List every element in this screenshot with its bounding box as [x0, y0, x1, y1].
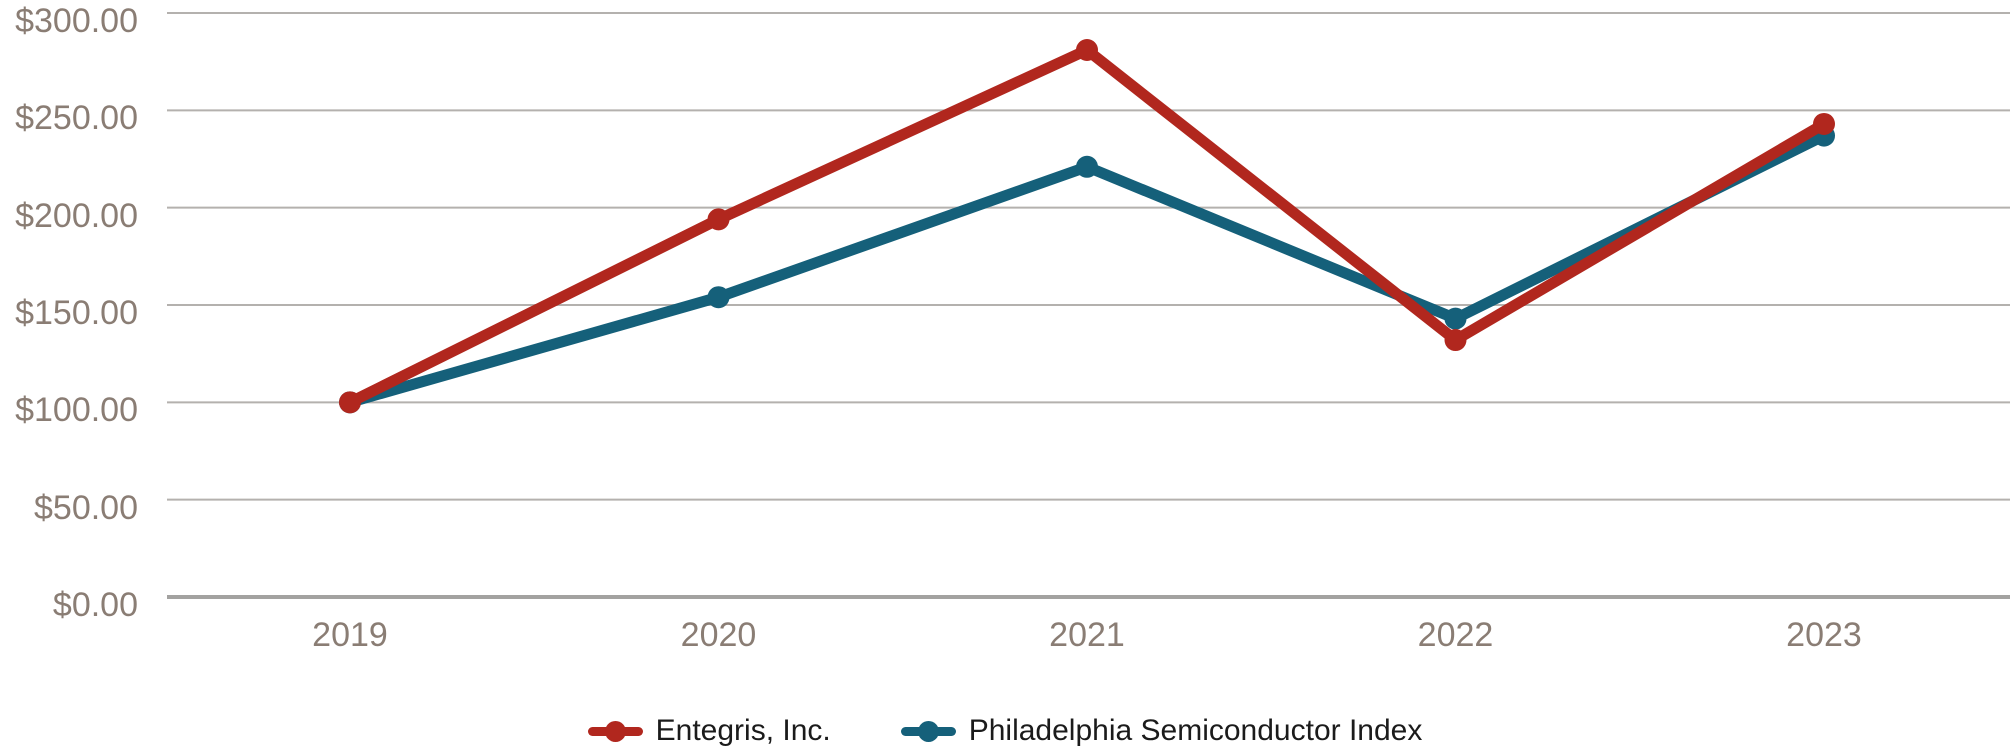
y-axis-tick-label: $200.00: [15, 196, 138, 235]
line-with-dot-marker-icon: [900, 719, 956, 743]
y-axis-tick-label: $0.00: [52, 586, 138, 624]
x-axis-tick-label: 2022: [1417, 616, 1494, 654]
legend-label-entegris: Entegris, Inc.: [655, 714, 831, 747]
data-point-marker: [1444, 329, 1467, 352]
data-point-marker: [707, 286, 730, 309]
y-axis-tick-label: $300.00: [15, 2, 138, 40]
series-line: [344, 44, 1830, 408]
data-point-marker: [1076, 155, 1098, 178]
line-with-dot-marker-icon: [587, 719, 643, 743]
legend-label-philadelphia-semiconductor-index: Philadelphia Semiconductor Index: [968, 714, 1423, 747]
x-axis-tick-label: 2020: [680, 616, 757, 654]
x-axis-tick-label: 2021: [1049, 616, 1125, 654]
data-point-marker: [1076, 38, 1098, 61]
data-point-marker: [1444, 307, 1467, 330]
data-point-marker: [707, 208, 730, 231]
chart-legend: Entegris, Inc. Philadelphia Semiconducto…: [0, 712, 2010, 750]
y-axis-tick-label: $250.00: [15, 99, 138, 138]
y-axis-tick-label: $150.00: [15, 294, 138, 332]
legend-item-entegris: Entegris, Inc.: [587, 712, 831, 750]
x-axis-tick-label: 2023: [1786, 616, 1862, 654]
y-axis-tick-label: $100.00: [15, 391, 138, 430]
legend-marker-dot: [604, 720, 626, 742]
data-point-marker: [339, 391, 361, 414]
x-axis-tick-label: 2019: [312, 616, 388, 654]
data-point-marker: [1813, 112, 1835, 135]
legend-marker-dot: [917, 720, 939, 742]
y-axis-tick-label: $50.00: [34, 488, 138, 527]
legend-item-philadelphia-semiconductor-index: Philadelphia Semiconductor Index: [900, 712, 1423, 750]
